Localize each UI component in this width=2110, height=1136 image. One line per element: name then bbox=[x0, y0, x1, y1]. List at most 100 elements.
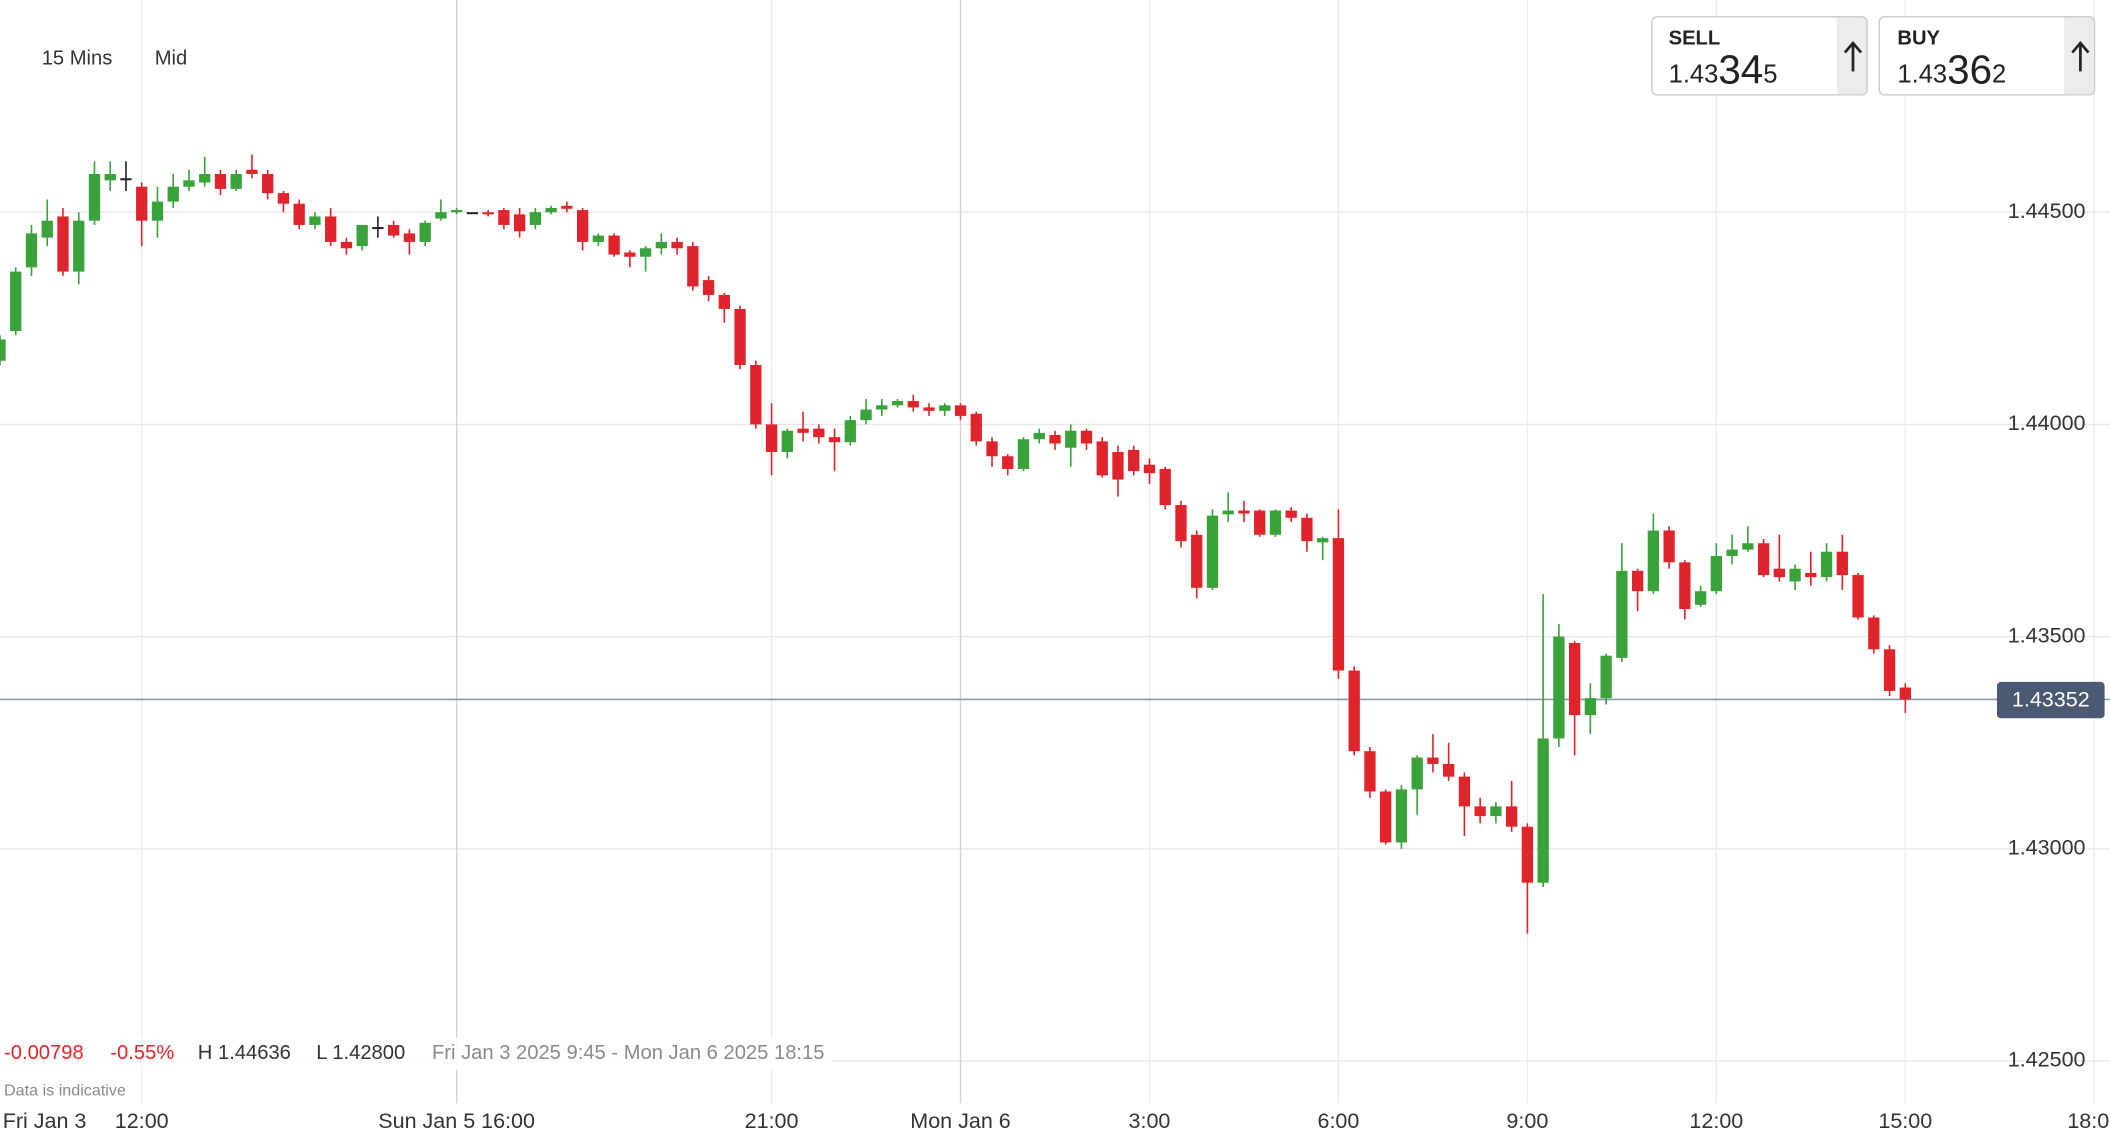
candle-body bbox=[1663, 530, 1675, 563]
candle-body bbox=[765, 424, 778, 452]
candle-body bbox=[1836, 551, 1848, 576]
candle-body bbox=[1348, 670, 1360, 752]
x-tick-label: 18:00 bbox=[2067, 1109, 2110, 1133]
candle-body bbox=[970, 413, 982, 442]
candle-body bbox=[639, 248, 652, 257]
candle-body bbox=[844, 420, 856, 443]
buy-price: 1.43362 bbox=[1897, 46, 2006, 92]
candle-body bbox=[529, 212, 542, 225]
y-tick-label: 1.44000 bbox=[2008, 411, 2086, 435]
candle-body bbox=[1191, 534, 1203, 588]
candle-body bbox=[1427, 757, 1439, 764]
candle-body bbox=[1600, 655, 1612, 699]
candle-body bbox=[1285, 510, 1297, 518]
candle-body bbox=[151, 201, 164, 221]
candle-body bbox=[1584, 698, 1597, 716]
candle-body bbox=[325, 216, 337, 242]
candle-body bbox=[1175, 505, 1187, 542]
candle-body bbox=[120, 178, 132, 181]
candle-body bbox=[954, 405, 967, 416]
candle-body bbox=[73, 220, 85, 272]
x-tick-label: Mon Jan 6 bbox=[910, 1109, 1011, 1133]
stats-bg bbox=[0, 1037, 832, 1070]
candle-body bbox=[1159, 468, 1171, 506]
y-tick-label: 1.43500 bbox=[2008, 623, 2086, 647]
candle-body bbox=[1238, 510, 1250, 514]
candle-body bbox=[230, 174, 242, 189]
sell-button[interactable]: SELL 1.43345 bbox=[1651, 16, 1868, 96]
data-note: Data is indicative bbox=[4, 1082, 126, 1100]
sell-price-pips: 34 bbox=[1718, 46, 1763, 92]
x-tick-label: 6:00 bbox=[1317, 1109, 1359, 1133]
x-tick-label: 15:00 bbox=[1878, 1109, 1932, 1133]
candle-body bbox=[1128, 449, 1140, 472]
candle-body bbox=[1805, 572, 1817, 578]
sell-price: 1.43345 bbox=[1669, 46, 1778, 92]
buy-box bbox=[1878, 16, 2096, 96]
interval-button[interactable]: 15 Mins bbox=[42, 48, 113, 70]
candle-body bbox=[1553, 636, 1565, 739]
price-type-button[interactable]: Mid bbox=[155, 48, 188, 70]
candle-body bbox=[1852, 575, 1864, 618]
candle-body bbox=[214, 174, 227, 189]
candle-body bbox=[167, 186, 179, 202]
candle-body bbox=[1301, 517, 1313, 542]
candle-body bbox=[1789, 568, 1801, 582]
candle-body bbox=[1080, 430, 1093, 444]
candle-body bbox=[923, 407, 935, 411]
sell-price-head: 1.43 bbox=[1669, 60, 1719, 88]
candle-body bbox=[1443, 763, 1455, 777]
candle-body bbox=[1380, 791, 1392, 843]
sell-label: SELL bbox=[1669, 27, 1721, 49]
candle-body bbox=[1317, 538, 1329, 543]
candle-body bbox=[986, 441, 998, 457]
last-price-badge bbox=[1996, 681, 2105, 719]
candle-body bbox=[1017, 439, 1030, 469]
buy-label: BUY bbox=[1897, 27, 1940, 49]
candle-body bbox=[1254, 510, 1266, 535]
buy-arrow bbox=[2071, 40, 2090, 72]
candle-body bbox=[1679, 562, 1691, 610]
candle-body bbox=[136, 186, 148, 221]
candle-body bbox=[655, 241, 667, 249]
candle-body bbox=[1537, 738, 1549, 883]
session-high: H 1.44636 bbox=[198, 1042, 291, 1064]
candle-body bbox=[1868, 617, 1880, 650]
session-low: L 1.42800 bbox=[316, 1042, 405, 1064]
candle-body bbox=[1049, 435, 1061, 444]
candle-body bbox=[88, 174, 101, 221]
y-tick-label: 1.44500 bbox=[2008, 199, 2086, 223]
change-percent: -0.55% bbox=[110, 1042, 174, 1064]
candle-body bbox=[1631, 570, 1644, 592]
candle-body bbox=[1458, 776, 1471, 807]
candle-body bbox=[340, 241, 353, 249]
candle-body bbox=[1411, 757, 1423, 790]
candle-body bbox=[1820, 551, 1833, 578]
date-range: Fri Jan 3 2025 9:45 - Mon Jan 6 2025 18:… bbox=[432, 1042, 825, 1064]
candle-body bbox=[1096, 441, 1108, 476]
candle-body bbox=[750, 364, 762, 425]
candle-body bbox=[907, 401, 919, 408]
candle-body bbox=[1742, 543, 1754, 550]
candle-body bbox=[671, 241, 683, 249]
candle-body bbox=[1364, 751, 1376, 792]
change: -0.00798 bbox=[4, 1042, 84, 1064]
candle-body bbox=[10, 271, 22, 332]
candle-body bbox=[309, 216, 321, 225]
last-price-label: 1.43352 bbox=[2012, 687, 2090, 711]
candle-body bbox=[1694, 591, 1707, 605]
sell-arrow bbox=[1843, 40, 1863, 72]
candle-body bbox=[388, 224, 400, 236]
candle-body bbox=[1521, 826, 1534, 883]
candle-body bbox=[1206, 515, 1219, 588]
buy-button[interactable]: BUY 1.43362 bbox=[1878, 16, 2096, 96]
axes: 1.44500 1.44000 1.43500 1.43000 1.42500 Fri J… bbox=[3, 199, 2110, 1133]
candle-body bbox=[592, 235, 605, 242]
x-tick-label: 12:00 bbox=[1689, 1109, 1743, 1133]
candle-body bbox=[1002, 456, 1014, 469]
buy-price-tail: 2 bbox=[1992, 60, 2006, 88]
candle-body bbox=[576, 210, 589, 242]
candle-body bbox=[403, 233, 416, 242]
